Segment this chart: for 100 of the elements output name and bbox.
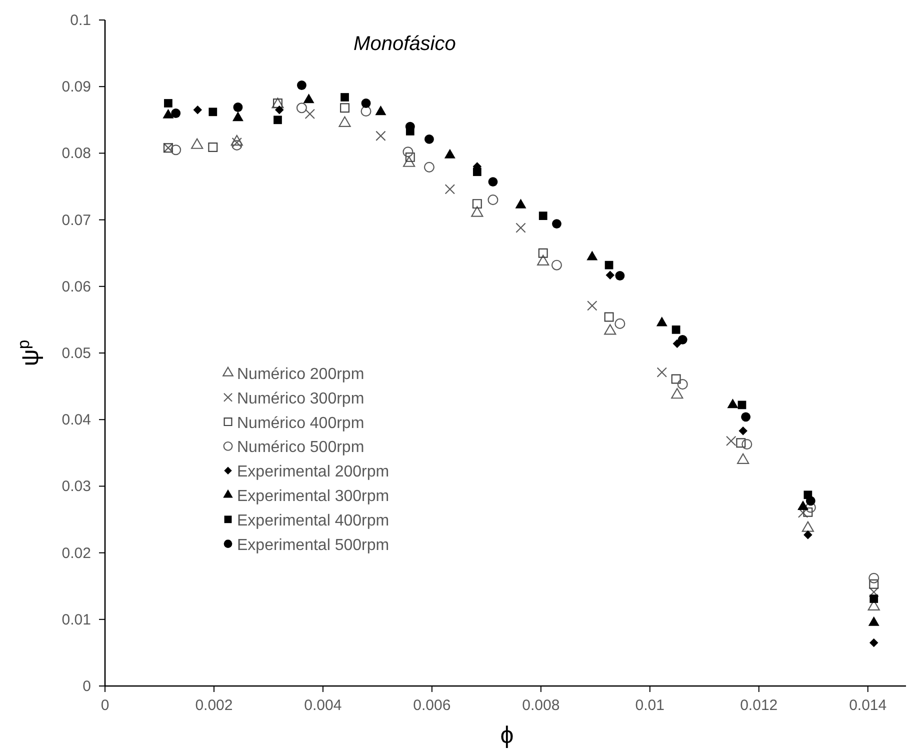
point [444,184,456,194]
y-tick-label: 0.06 [62,278,91,296]
point [171,108,181,118]
point [233,102,243,112]
point [274,116,282,124]
point [208,142,218,152]
point [360,106,372,117]
point [515,198,526,208]
point [552,219,562,229]
point [472,168,482,176]
point [303,94,314,104]
x-tick-label: 0 [100,697,110,714]
legend-label: Numérico 300rpm [237,390,364,408]
point [537,254,550,266]
legend-label: Numérico 200rpm [237,366,364,383]
y-tick-label: 0 [82,678,91,695]
y-tick-label: 0.04 [62,412,91,429]
point [604,312,614,322]
point [678,334,688,344]
point [868,616,880,626]
y-tick-label: 0.03 [62,478,91,496]
point [868,572,880,584]
y-tick-label: 0.01 [62,611,91,628]
y-tick-label: 0.09 [62,78,91,96]
point [405,152,415,162]
point [170,144,182,156]
point [798,500,809,510]
point [340,103,350,113]
point [604,260,614,270]
point [806,496,816,506]
point [868,586,879,598]
point [738,400,746,410]
point [587,300,598,311]
point [538,212,548,220]
point [274,106,284,114]
point [736,438,746,448]
x-tick-label: 0.01 [635,697,664,714]
point [402,156,416,167]
point [614,318,626,329]
point [742,438,752,450]
point [296,80,306,90]
x-tick-label: 0.014 [849,697,887,714]
point [870,594,878,603]
point [869,638,878,648]
legend-label: Experimental 500rpm [237,536,390,554]
point [376,130,386,141]
point [232,137,242,148]
x-tick-label: 0.012 [740,697,778,714]
point [230,134,243,146]
point [488,177,498,187]
point [471,206,484,217]
point [726,436,736,446]
point [191,138,204,149]
point [604,324,616,335]
point [802,521,814,532]
point [538,248,548,258]
point [375,106,386,116]
point [164,99,172,108]
point [677,379,688,390]
y-tick-label: 0.07 [62,212,91,229]
legend-label: Numérico 400rpm [237,414,364,432]
point [738,426,748,436]
point [444,148,456,158]
point [361,98,371,108]
point [193,106,202,114]
point [606,270,615,280]
point [671,388,684,399]
point [586,250,598,260]
legend-label: Numérico 500rpm [237,439,364,456]
legend-label: Experimental 200rpm [237,464,390,481]
point [672,326,680,334]
point [424,134,434,144]
point [671,374,681,384]
point [516,222,526,233]
x-tick-label: 0.004 [304,697,342,714]
point [424,162,434,172]
x-tick-label: 0.002 [195,697,233,714]
x-tick-label: 0.008 [522,697,560,714]
point [338,116,351,127]
point [162,108,174,118]
point [340,93,349,102]
point [656,367,667,378]
x-tick-label: 0.006 [413,697,451,714]
y-tick-label: 0.02 [62,544,91,562]
y-tick-label: 0.05 [62,345,91,362]
point [737,453,750,464]
point [805,502,816,513]
point [232,112,244,122]
point [208,108,218,116]
point [656,316,668,326]
point [488,194,498,206]
text: Monofásico [354,32,456,55]
point [232,140,242,150]
x-axis-title: ϕ [500,722,514,749]
legend-label: Experimental 300rpm [237,488,390,505]
legend-label: Experimental 400rpm [237,512,390,530]
point [402,146,414,158]
point [804,530,812,540]
point [615,271,625,280]
point [869,579,879,589]
